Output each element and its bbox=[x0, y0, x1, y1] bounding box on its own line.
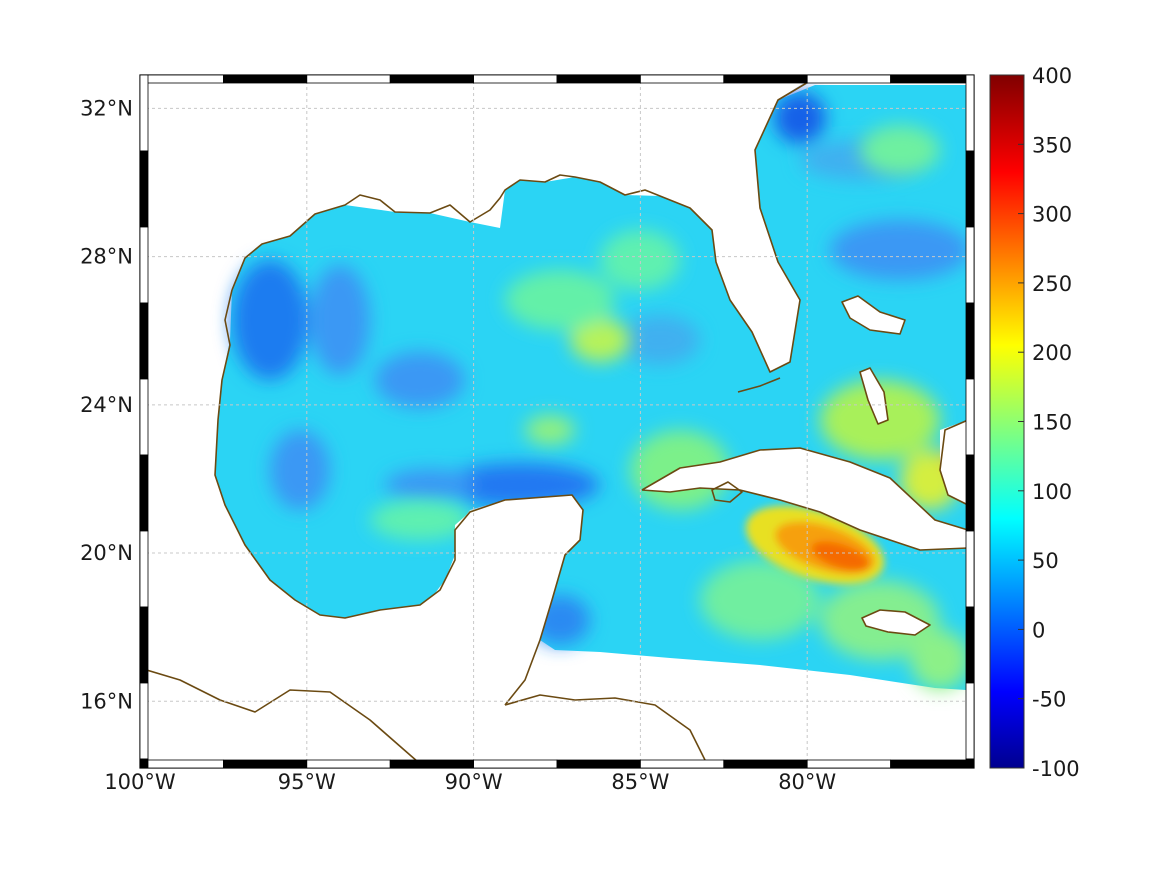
mexico-west-coast bbox=[214, 289, 584, 706]
frame-seg-left-9 bbox=[139, 758, 149, 769]
colorbar-tick-label-0: 400 bbox=[1032, 64, 1072, 88]
frame-seg-left-5 bbox=[139, 454, 149, 532]
frame-seg-left-1 bbox=[139, 150, 149, 228]
frame-seg-right-0 bbox=[965, 74, 975, 152]
colorbar-tick-label-3: 250 bbox=[1032, 272, 1072, 296]
frame-seg-left-7 bbox=[139, 606, 149, 684]
florida-land bbox=[640, 75, 815, 372]
frame-seg-right-9 bbox=[965, 758, 975, 769]
bahamas-coast bbox=[841, 295, 906, 335]
lon-tick-label-1: 95°W bbox=[278, 770, 336, 794]
frame-seg-top-4 bbox=[473, 74, 558, 84]
jamaica-coast bbox=[861, 609, 931, 636]
frame-seg-right-8 bbox=[965, 682, 975, 760]
frame-seg-bottom-5 bbox=[556, 759, 641, 769]
frame-seg-left-8 bbox=[139, 682, 149, 760]
colorbar-tick-label-10: -100 bbox=[1032, 757, 1080, 781]
frame-seg-top-2 bbox=[306, 74, 391, 84]
lon-tick-label-0: 100°W bbox=[104, 770, 176, 794]
colorbar: 400 350 300 250 200 150 100 50 0 -50 -100 bbox=[989, 64, 1080, 781]
colorbar-tick-label-9: -50 bbox=[1032, 688, 1066, 712]
frame-seg-left-4 bbox=[139, 378, 149, 456]
frame-seg-bottom-9 bbox=[890, 759, 975, 769]
colorbar-tick-label-6: 100 bbox=[1032, 480, 1072, 504]
frame-seg-right-4 bbox=[965, 378, 975, 456]
frame-seg-right-3 bbox=[965, 302, 975, 380]
frame-seg-left-3 bbox=[139, 302, 149, 380]
frame-seg-bottom-8 bbox=[806, 759, 892, 769]
central-america-coast bbox=[140, 667, 426, 768]
colorbar-tick-label-5: 150 bbox=[1032, 411, 1072, 435]
lon-tick-label-4: 80°W bbox=[778, 770, 836, 794]
andros-coast bbox=[859, 367, 889, 425]
frame-seg-right-2 bbox=[965, 226, 975, 304]
high-value-patches bbox=[370, 125, 970, 690]
coastlines bbox=[140, 77, 969, 768]
honduras-coast bbox=[504, 694, 706, 761]
frame-seg-top-8 bbox=[806, 74, 892, 84]
frame-seg-top-6 bbox=[640, 74, 725, 84]
frame-seg-right-6 bbox=[965, 530, 975, 608]
frame-seg-bottom-3 bbox=[389, 759, 475, 769]
frame-seg-top-0 bbox=[139, 74, 224, 84]
lat-tick-label-1: 20°N bbox=[80, 541, 133, 565]
colorbar-gradient bbox=[989, 74, 1025, 769]
latitude-tick-labels: 16°N 20°N 24°N 28°N 32°N bbox=[80, 96, 133, 713]
frame-seg-top-9 bbox=[890, 74, 975, 84]
cuba-land bbox=[642, 448, 968, 550]
frame-seg-bottom-2 bbox=[306, 759, 391, 769]
frame-seg-left-0 bbox=[139, 74, 149, 152]
lat-tick-label-4: 32°N bbox=[80, 96, 133, 120]
lat-tick-label-2: 24°N bbox=[80, 393, 133, 417]
gridlines bbox=[140, 75, 974, 768]
colorbar-tick-label-1: 350 bbox=[1032, 133, 1072, 157]
lat-tick-label-3: 28°N bbox=[80, 245, 133, 269]
hispaniola-coast bbox=[939, 419, 969, 506]
frame-seg-top-7 bbox=[723, 74, 808, 84]
frame-seg-bottom-7 bbox=[723, 759, 808, 769]
frame-seg-right-1 bbox=[965, 150, 975, 228]
lat-tick-label-0: 16°N bbox=[80, 689, 133, 713]
frame-seg-bottom-6 bbox=[640, 759, 725, 769]
frame-seg-bottom-4 bbox=[473, 759, 558, 769]
us-gulf-coast bbox=[231, 77, 816, 373]
yucatan-land bbox=[410, 495, 583, 720]
ocean-field bbox=[140, 75, 970, 768]
cuba-coast bbox=[641, 447, 969, 551]
keys-coast bbox=[737, 377, 781, 393]
colorbar-tick-label-8: 0 bbox=[1032, 618, 1045, 642]
lon-tick-label-3: 85°W bbox=[611, 770, 669, 794]
frame-seg-right-7 bbox=[965, 606, 975, 684]
frame-seg-left-2 bbox=[139, 226, 149, 304]
colorbar-tick-labels: 400 350 300 250 200 150 100 50 0 -50 -100 bbox=[1018, 64, 1080, 781]
map-frame bbox=[139, 74, 975, 769]
frame-seg-right-5 bbox=[965, 454, 975, 532]
high-value-hotspot bbox=[745, 505, 885, 585]
colorbar-tick-label-7: 50 bbox=[1032, 549, 1059, 573]
frame-seg-left-6 bbox=[139, 530, 149, 608]
frame-seg-bottom-0 bbox=[139, 759, 224, 769]
frame-seg-top-5 bbox=[556, 74, 641, 84]
frame-seg-top-1 bbox=[222, 74, 308, 84]
bahamas-land bbox=[842, 296, 905, 334]
andros-land bbox=[860, 368, 888, 424]
frame-seg-bottom-1 bbox=[222, 759, 308, 769]
colorbar-tick-label-4: 200 bbox=[1032, 341, 1072, 365]
colorbar-tick-label-2: 300 bbox=[1032, 203, 1072, 227]
lon-tick-label-2: 90°W bbox=[445, 770, 503, 794]
isle-of-youth-coast bbox=[711, 481, 743, 503]
hispaniola-land bbox=[940, 420, 968, 505]
frame-seg-top-3 bbox=[389, 74, 475, 84]
longitude-tick-labels: 100°W 95°W 90°W 85°W 80°W bbox=[104, 770, 836, 794]
land-masses bbox=[410, 75, 968, 720]
